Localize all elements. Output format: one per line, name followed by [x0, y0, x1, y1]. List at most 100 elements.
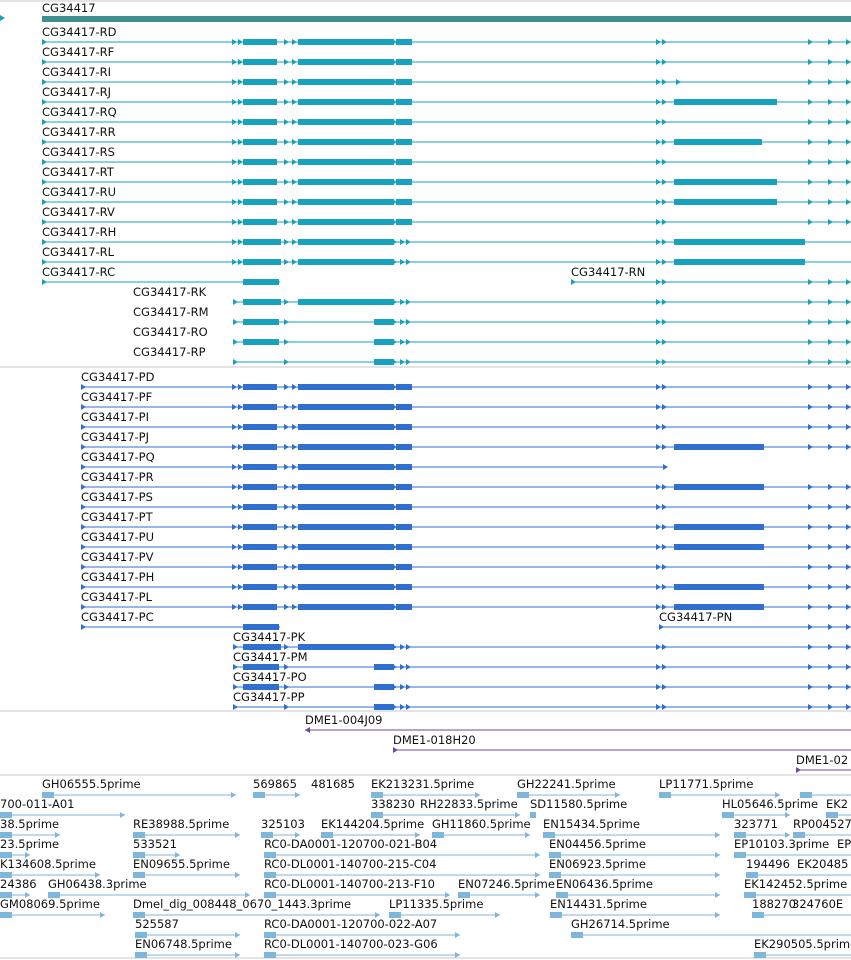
cds-block	[243, 564, 277, 570]
strand-arrow	[284, 359, 289, 365]
exon-block	[243, 119, 277, 125]
strand-arrow	[846, 199, 851, 205]
strand-arrow	[662, 299, 667, 305]
cds-block	[243, 624, 279, 630]
strand-arrow	[662, 524, 667, 530]
est-block	[458, 892, 470, 898]
strand-arrow	[808, 524, 813, 530]
est-label: EN06436.5prime	[556, 877, 653, 891]
strand-arrow	[846, 684, 851, 690]
gene-span-bar[interactable]	[42, 16, 851, 22]
strand-arrow	[808, 279, 813, 285]
exon-block	[243, 59, 277, 65]
strand-arrow	[662, 564, 667, 570]
strand-arrow	[656, 404, 661, 410]
gene-label: CG34417	[42, 1, 96, 15]
strand-arrow	[662, 684, 667, 690]
strand-arrow	[662, 139, 667, 145]
strand-arrow	[284, 604, 289, 610]
exon-block	[243, 79, 277, 85]
strand-arrow	[284, 159, 289, 165]
strand-arrow	[284, 239, 289, 245]
protein-start-arrow	[81, 604, 86, 610]
est-label: EK142452.5prime	[744, 877, 847, 891]
strand-arrow	[232, 239, 237, 245]
strand-arrow	[400, 219, 405, 225]
strand-arrow	[238, 259, 243, 265]
est-block	[133, 852, 145, 858]
transcript-label-ru: CG34417-RU	[42, 185, 116, 199]
protein-start-arrow	[81, 544, 86, 550]
strand-arrow	[400, 644, 405, 650]
transcript-label-rq: CG34417-RQ	[42, 105, 117, 119]
strand-arrow	[406, 319, 411, 325]
strand-arrow	[406, 239, 411, 245]
strand-arrow	[392, 299, 397, 305]
protein-start-arrow	[81, 464, 86, 470]
est-label: EN07246.5prime	[458, 877, 555, 891]
strand-arrow	[662, 39, 667, 45]
est-block	[42, 792, 54, 798]
strand-arrow	[662, 444, 667, 450]
est-label: GH06555.5prime	[42, 777, 141, 791]
strand-arrow	[292, 79, 297, 85]
strand-arrow	[406, 359, 411, 365]
est-block	[0, 852, 12, 858]
strand-arrow	[808, 339, 813, 345]
exon-block	[298, 299, 394, 305]
strand-arrow	[232, 259, 237, 265]
est-label: 23.5prime	[0, 837, 59, 851]
strand-arrow	[292, 99, 297, 105]
est-block	[371, 792, 383, 798]
strand-arrow	[846, 119, 851, 125]
strand-arrow	[232, 544, 237, 550]
est-arrow	[55, 832, 60, 838]
protein-label-pm: CG34417-PM	[233, 650, 308, 664]
est-arrow	[715, 872, 720, 878]
est-block	[264, 952, 276, 958]
strand-arrow	[656, 484, 661, 490]
strand-arrow	[238, 59, 243, 65]
strand-arrow	[828, 179, 833, 185]
strand-arrow	[656, 179, 661, 185]
strand-arrow	[808, 119, 813, 125]
est-label: HL05646.5prime	[722, 797, 818, 811]
strand-arrow	[846, 484, 851, 490]
est-arrow	[455, 952, 460, 958]
est-block	[432, 832, 444, 838]
strand-arrow	[662, 319, 667, 325]
est-block	[0, 812, 12, 818]
strand-arrow	[659, 624, 664, 630]
strand-arrow	[284, 259, 289, 265]
est-block	[253, 792, 265, 798]
cds-block	[374, 704, 394, 710]
strand-arrow	[284, 339, 289, 345]
est-arrow	[535, 892, 540, 898]
strand-arrow	[676, 79, 681, 85]
strand-arrow	[808, 179, 813, 185]
strand-arrow	[400, 704, 405, 710]
est-block	[746, 872, 758, 878]
strand-arrow	[663, 464, 668, 470]
exon-block	[243, 279, 279, 285]
strand-arrow	[656, 79, 661, 85]
est-block	[752, 912, 764, 918]
strand-arrow	[284, 464, 289, 470]
cds-block	[243, 644, 281, 650]
strand-arrow	[284, 179, 289, 185]
strand-arrow	[846, 704, 851, 710]
cds-block	[674, 544, 764, 550]
est-block	[264, 872, 276, 878]
strand-arrow	[406, 119, 411, 125]
protein-label-ph: CG34417-PH	[81, 570, 154, 584]
transcript-label-rk: CG34417-RK	[133, 285, 207, 299]
est-block	[744, 892, 756, 898]
strand-arrow	[828, 584, 833, 590]
est-arrow	[785, 812, 790, 818]
strand-arrow	[808, 504, 813, 510]
est-block	[800, 792, 812, 798]
cds-block	[243, 504, 277, 510]
est-label: LP11335.5prime	[389, 897, 483, 911]
strand-arrow	[656, 704, 661, 710]
protein-label-pv: CG34417-PV	[81, 550, 154, 564]
